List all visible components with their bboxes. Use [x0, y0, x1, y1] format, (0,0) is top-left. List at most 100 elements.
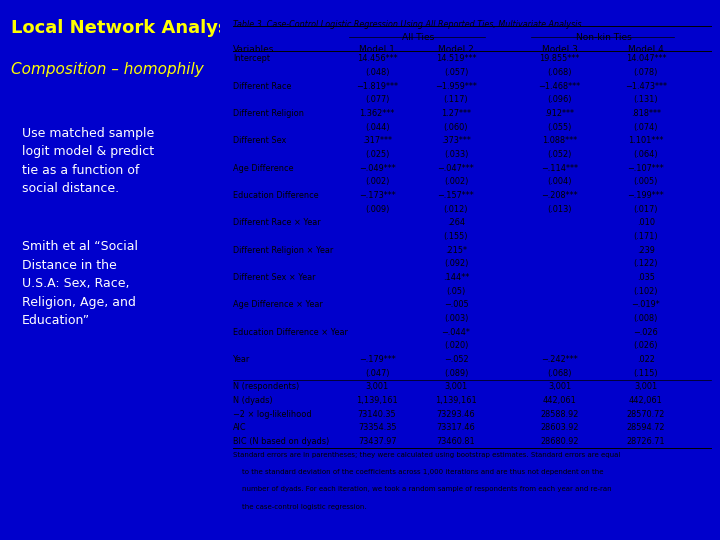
Text: 28570.72: 28570.72 [626, 410, 665, 418]
Text: −2 × log-likelihood: −2 × log-likelihood [233, 410, 312, 418]
Text: .010: .010 [637, 218, 655, 227]
Text: (.012): (.012) [444, 205, 468, 214]
Text: 14.456***: 14.456*** [357, 54, 397, 63]
Text: (.057): (.057) [444, 68, 468, 77]
Text: −.026: −.026 [634, 328, 658, 336]
Text: Standard errors are in parentheses; they were calculated using bootstrap estimat: Standard errors are in parentheses; they… [233, 452, 621, 458]
Text: .264: .264 [447, 218, 465, 227]
Text: 73317.46: 73317.46 [436, 423, 475, 433]
Text: −.173***: −.173*** [359, 191, 395, 200]
Text: (.064): (.064) [634, 150, 658, 159]
Text: (.092): (.092) [444, 259, 468, 268]
Text: Different Religion × Year: Different Religion × Year [233, 246, 333, 255]
Text: −1.468***: −1.468*** [539, 82, 580, 91]
Text: (.102): (.102) [634, 287, 658, 295]
Text: (.155): (.155) [444, 232, 468, 241]
Text: 3,001: 3,001 [548, 382, 571, 392]
Text: (.003): (.003) [444, 314, 468, 323]
Text: N (respondents): N (respondents) [233, 382, 300, 392]
Text: Variables: Variables [233, 45, 274, 54]
Text: Education Difference × Year: Education Difference × Year [233, 328, 348, 336]
Text: .373***: .373*** [441, 136, 471, 145]
Text: −.049***: −.049*** [359, 164, 395, 173]
Text: .215*: .215* [445, 246, 467, 255]
Text: −1.473***: −1.473*** [625, 82, 667, 91]
Text: 442,061: 442,061 [543, 396, 577, 405]
Text: −.019*: −.019* [631, 300, 660, 309]
Text: (.115): (.115) [634, 369, 658, 377]
Text: Age Difference: Age Difference [233, 164, 294, 173]
Text: 73460.81: 73460.81 [436, 437, 475, 446]
Text: (.089): (.089) [444, 369, 468, 377]
Text: (.068): (.068) [547, 68, 572, 77]
Text: (.004): (.004) [547, 177, 572, 186]
Text: (.020): (.020) [444, 341, 468, 350]
Text: 1.362***: 1.362*** [359, 109, 395, 118]
Text: Different Sex: Different Sex [233, 136, 287, 145]
Text: .912***: .912*** [544, 109, 575, 118]
Text: Education Difference: Education Difference [233, 191, 319, 200]
Text: Year: Year [233, 355, 251, 364]
Text: (.013): (.013) [547, 205, 572, 214]
Text: AIC: AIC [233, 423, 247, 433]
Text: 3,001: 3,001 [444, 382, 467, 392]
Text: −.052: −.052 [444, 355, 468, 364]
Text: −.208***: −.208*** [541, 191, 578, 200]
Text: 14.047***: 14.047*** [626, 54, 666, 63]
Text: −.044*: −.044* [441, 328, 470, 336]
Text: (.048): (.048) [365, 68, 390, 77]
Text: Model 2: Model 2 [438, 45, 474, 54]
Text: .144**: .144** [443, 273, 469, 282]
Text: 28594.72: 28594.72 [626, 423, 665, 433]
Text: (.033): (.033) [444, 150, 468, 159]
Text: (.005): (.005) [634, 177, 658, 186]
Text: (.009): (.009) [365, 205, 390, 214]
Text: Local Network Analysi: Local Network Analysi [11, 19, 235, 37]
Text: (.05): (.05) [446, 287, 466, 295]
Text: .818***: .818*** [631, 109, 661, 118]
Text: (.068): (.068) [547, 369, 572, 377]
Text: (.052): (.052) [547, 150, 572, 159]
Text: (.131): (.131) [634, 95, 658, 104]
Text: Non-kin Ties: Non-kin Ties [576, 33, 632, 42]
Text: −.005: −.005 [444, 300, 468, 309]
Text: (.017): (.017) [634, 205, 658, 214]
Text: Intercept: Intercept [233, 54, 270, 63]
Text: Table 3. Case-Control Logistic Regression Using All Reported Ties, Multivariate : Table 3. Case-Control Logistic Regressio… [233, 19, 582, 29]
Text: 73140.35: 73140.35 [358, 410, 397, 418]
Text: 73354.35: 73354.35 [358, 423, 396, 433]
Text: 1.088***: 1.088*** [542, 136, 577, 145]
Text: 3,001: 3,001 [634, 382, 657, 392]
Text: (.002): (.002) [365, 177, 390, 186]
Text: 19.855***: 19.855*** [539, 54, 580, 63]
Text: −.047***: −.047*** [438, 164, 474, 173]
Text: −.157***: −.157*** [438, 191, 474, 200]
Text: −.114***: −.114*** [541, 164, 578, 173]
Text: Model 1: Model 1 [359, 45, 395, 54]
Text: (.025): (.025) [365, 150, 390, 159]
Text: 73437.97: 73437.97 [358, 437, 396, 446]
Text: 28588.92: 28588.92 [541, 410, 579, 418]
Text: .022: .022 [637, 355, 654, 364]
Text: .317***: .317*** [362, 136, 392, 145]
Text: (.055): (.055) [547, 123, 572, 132]
Text: −1.959***: −1.959*** [435, 82, 477, 91]
Text: Different Sex × Year: Different Sex × Year [233, 273, 315, 282]
Text: Different Race: Different Race [233, 82, 292, 91]
Text: 28726.71: 28726.71 [626, 437, 665, 446]
Text: (.002): (.002) [444, 177, 468, 186]
Text: Use matched sample
logit model & predict
tie as a function of
social distance.: Use matched sample logit model & predict… [22, 127, 154, 195]
Text: Different Race × Year: Different Race × Year [233, 218, 320, 227]
Text: (.060): (.060) [444, 123, 468, 132]
Text: to the standard deviation of the coefficients across 1,000 iterations and are th: to the standard deviation of the coeffic… [233, 469, 603, 475]
Text: −.107***: −.107*** [628, 164, 665, 173]
Text: (.074): (.074) [634, 123, 658, 132]
Text: the case-control logistic regression.: the case-control logistic regression. [233, 504, 366, 510]
Text: (.008): (.008) [634, 314, 658, 323]
Text: 1.27***: 1.27*** [441, 109, 471, 118]
Text: 1.101***: 1.101*** [628, 136, 664, 145]
Text: (.117): (.117) [444, 95, 468, 104]
Text: (.171): (.171) [634, 232, 658, 241]
Text: Age Difference × Year: Age Difference × Year [233, 300, 323, 309]
Text: 442,061: 442,061 [629, 396, 663, 405]
